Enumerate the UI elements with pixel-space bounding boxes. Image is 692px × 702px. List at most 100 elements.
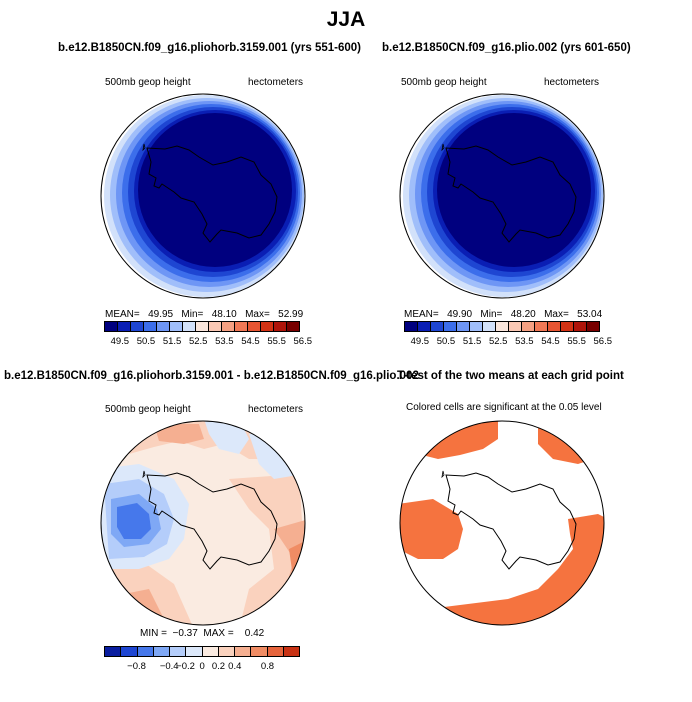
- colorbar-swatch: [170, 322, 183, 331]
- colorbar-swatch: [444, 322, 457, 331]
- panel1-map: [100, 93, 306, 299]
- colorbar-swatch: [548, 322, 561, 331]
- panel3-colorbar-labels: −0.8 −0.4 −0.2 0 0.2 0.4 0.8: [104, 661, 300, 673]
- colorbar-swatch: [509, 322, 522, 331]
- colorbar-tick-label: −0.8: [127, 661, 146, 672]
- main-title: JJA: [326, 8, 366, 31]
- island-outline: [142, 143, 146, 152]
- colorbar-swatch: [522, 322, 535, 331]
- panel4-title: T-test of the two means at each grid poi…: [397, 370, 624, 382]
- colorbar-swatch: [222, 322, 235, 331]
- significant-region: [428, 514, 604, 625]
- antarctica-coastline: [445, 145, 577, 243]
- panel2-colorbar: [404, 321, 600, 332]
- panel2-map: [399, 93, 605, 299]
- antarctica-coastline: [146, 145, 278, 243]
- colorbar-tick-label: 55.5: [267, 336, 286, 347]
- panel1-title: b.e12.B1850CN.f09_g16.pliohorb.3159.001 …: [58, 42, 361, 54]
- colorbar-swatch: [470, 322, 483, 331]
- colorbar-tick-label: 50.5: [136, 336, 156, 347]
- panel2-right-label: hectometers: [544, 77, 600, 88]
- colorbar-swatch: [261, 322, 274, 331]
- island-outline: [142, 470, 146, 479]
- panel2-colorbar-labels: 49.5 50.5 51.5 52.5 53.5 54.5 55.5 56.5: [404, 336, 612, 348]
- colorbar-swatch: [587, 322, 599, 331]
- colorbar-swatch: [209, 322, 222, 331]
- contour-band: [117, 503, 151, 539]
- antarctica-coastline: [146, 472, 278, 570]
- panel4-map: [399, 420, 605, 626]
- panel3-title: b.e12.B1850CN.f09_g16.pliohorb.3159.001 …: [4, 370, 419, 382]
- colorbar-swatch: [483, 322, 496, 331]
- colorbar-tick-label: 0.4: [228, 661, 242, 672]
- colorbar-swatch: [144, 322, 157, 331]
- contour-band: [204, 421, 249, 454]
- colorbar-swatch: [574, 322, 587, 331]
- colorbar-swatch: [418, 322, 431, 331]
- panel3-left-label: 500mb geop height: [105, 404, 191, 415]
- colorbar-swatch: [535, 322, 548, 331]
- colorbar-swatch: [287, 322, 299, 331]
- panel1-colorbar: [104, 321, 300, 332]
- significant-region: [400, 499, 463, 559]
- colorbar-swatch: [105, 322, 118, 331]
- panel1-right-label: hectometers: [248, 77, 304, 88]
- colorbar-tick-label: 52.5: [488, 336, 508, 347]
- colorbar-tick-label: 56.5: [293, 336, 313, 347]
- colorbar-tick-label: 55.5: [567, 336, 586, 347]
- panel4-subtitle: Colored cells are significant at the 0.0…: [406, 402, 602, 413]
- colorbar-swatch: [105, 647, 122, 656]
- colorbar-swatch: [405, 322, 418, 331]
- colorbar-swatch: [283, 647, 299, 656]
- colorbar-tick-label: 51.5: [462, 336, 482, 347]
- colorbar-tick-label: 53.5: [215, 336, 234, 347]
- colorbar-swatch: [153, 647, 170, 656]
- colorbar-swatch: [121, 647, 138, 656]
- colorbar-swatch: [267, 647, 284, 656]
- colorbar-swatch: [183, 322, 196, 331]
- colorbar-tick-label: 52.5: [188, 336, 208, 347]
- colorbar-tick-label: 53.5: [515, 336, 534, 347]
- contour-band: [154, 424, 204, 444]
- panel3-colorbar: [104, 646, 300, 657]
- colorbar-tick-label: 0.8: [260, 661, 275, 672]
- colorbar-tick-label: 49.5: [410, 336, 430, 347]
- panel3-stats: MIN = −0.37 MAX = 0.42: [140, 628, 265, 639]
- panel1-colorbar-labels: 49.5 50.5 51.5 52.5 53.5 54.5 55.5 56.5: [104, 336, 312, 348]
- colorbar-swatch: [202, 647, 219, 656]
- colorbar-swatch: [274, 322, 287, 331]
- island-outline: [441, 470, 445, 479]
- colorbar-tick-label: 54.5: [241, 336, 260, 347]
- colorbar-swatch: [218, 647, 235, 656]
- colorbar-swatch: [561, 322, 574, 331]
- colorbar-swatch: [131, 322, 144, 331]
- colorbar-swatch: [235, 322, 248, 331]
- island-outline: [441, 143, 445, 152]
- colorbar-tick-label: 56.5: [593, 336, 613, 347]
- colorbar-swatch: [248, 322, 261, 331]
- colorbar-swatch: [457, 322, 470, 331]
- panel3-right-label: hectometers: [248, 404, 304, 415]
- contour-band: [289, 539, 305, 599]
- colorbar-tick-label: 54.5: [541, 336, 560, 347]
- panel2-title: b.e12.B1850CN.f09_g16.plio.002 (yrs 601-…: [382, 42, 631, 54]
- colorbar-swatch: [157, 322, 170, 331]
- colorbar-swatch: [235, 647, 252, 656]
- colorbar-tick-label: 0.2: [211, 661, 226, 672]
- colorbar-swatch: [118, 322, 131, 331]
- colorbar-swatch: [170, 647, 187, 656]
- antarctica-coastline: [445, 472, 577, 570]
- colorbar-tick-label: −0.2: [176, 661, 195, 672]
- panel2-stats: MEAN= 49.90 Min= 48.20 Max= 53.04: [404, 309, 603, 320]
- colorbar-swatch: [496, 322, 509, 331]
- colorbar-swatch: [431, 322, 444, 331]
- colorbar-swatch: [196, 322, 209, 331]
- colorbar-tick-label: 0: [199, 661, 205, 672]
- colorbar-swatch: [251, 647, 268, 656]
- panel3-map: [100, 420, 306, 626]
- panel2-left-label: 500mb geop height: [401, 77, 487, 88]
- colorbar-tick-label: 51.5: [162, 336, 182, 347]
- colorbar-tick-label: 49.5: [110, 336, 130, 347]
- colorbar-tick-label: −0.4: [159, 661, 179, 672]
- panel1-left-label: 500mb geop height: [105, 77, 191, 88]
